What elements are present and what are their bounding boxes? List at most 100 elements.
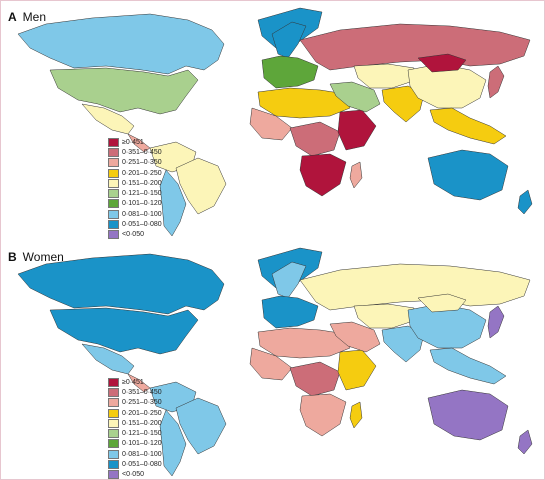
legend-item: 0·251–0·350: [108, 398, 178, 408]
legend-swatch: [108, 220, 119, 230]
world-map-men: [17, 7, 533, 237]
region-usa: [49, 307, 199, 355]
panel-men: A Men ≥0·451 0·351–0·450 0·251–0·350 0·201–0…: [8, 7, 533, 240]
region-central-america: [127, 373, 151, 393]
legend-swatch: [108, 470, 119, 480]
legend-item: 0·351–0·450: [108, 147, 178, 157]
region-new-zealand: [517, 429, 533, 455]
legend-label: 0·201–0·250: [122, 409, 162, 417]
legend-label: 0·051–0·080: [122, 461, 162, 469]
panel-label: Women: [22, 250, 64, 264]
legend-item: 0·051–0·080: [108, 459, 178, 470]
legend-item: 0·201–0·250: [108, 168, 178, 178]
legend-swatch: [108, 429, 119, 439]
legend-swatch: [108, 439, 119, 449]
legend-item: 0·081–0·100: [108, 209, 178, 219]
legend-swatch: [108, 418, 119, 428]
world-map-women: [17, 247, 533, 477]
region-middle-east: [329, 81, 381, 113]
region-europe-west: [261, 55, 319, 89]
region-west-africa: [249, 107, 293, 141]
region-southern-africa: [299, 393, 347, 437]
legend-item: 0·121–0·150: [108, 428, 178, 439]
legend-label: 0·251–0·350: [122, 399, 162, 407]
legend-swatch: [108, 230, 119, 240]
legend-label: ≥0·451: [122, 138, 144, 146]
panel-title: B Women: [8, 250, 64, 264]
region-mongolia: [417, 53, 467, 73]
legend-swatch: [108, 137, 119, 147]
legend-swatch: [108, 199, 119, 209]
region-madagascar: [349, 401, 363, 429]
legend-swatch: [108, 387, 119, 397]
legend-label: ≥0·451: [122, 378, 144, 386]
region-canada: [17, 13, 225, 75]
legend-label: 0·101–0·120: [122, 440, 162, 448]
legend-label: 0·121–0·150: [122, 190, 162, 198]
region-west-africa: [249, 347, 293, 381]
legend-swatch: [108, 460, 119, 470]
region-madagascar: [349, 161, 363, 189]
region-brazil: [175, 157, 227, 215]
legend-item: 0·101–0·120: [108, 199, 178, 209]
panel-label: Men: [22, 10, 47, 24]
region-japan: [487, 65, 505, 99]
legend-swatch: [108, 209, 119, 219]
panel-women: B Women ≥0·451 0·351–0·450 0·251–0·350 0·201…: [0, 240, 545, 480]
legend-label: 0·351–0·450: [122, 148, 162, 156]
region-usa: [49, 67, 199, 115]
region-central-africa: [289, 121, 341, 157]
legend-item: 0·051–0·080: [108, 219, 178, 230]
region-new-zealand: [517, 189, 533, 215]
legend-swatch: [108, 377, 119, 387]
region-mexico: [81, 343, 135, 375]
legend-item: 0·201–0·250: [108, 408, 178, 418]
region-central-america: [127, 133, 151, 153]
legend-label: 0·121–0·150: [122, 430, 162, 438]
legend-label: 0·081–0·100: [122, 210, 162, 218]
region-central-asia: [353, 303, 415, 329]
region-canada: [17, 253, 225, 315]
region-europe-west: [261, 295, 319, 329]
region-southeast-asia: [429, 107, 507, 145]
map-legend: ≥0·451 0·351–0·450 0·251–0·350 0·201–0·250 0…: [108, 137, 178, 240]
region-australia: [427, 389, 509, 441]
legend-item: 0·351–0·450: [108, 387, 178, 397]
legend-swatch: [108, 449, 119, 459]
legend-label: 0·351–0·450: [122, 388, 162, 396]
legend-label: 0·151–0·200: [122, 179, 162, 187]
legend-swatch: [108, 408, 119, 418]
region-russia: [299, 23, 531, 71]
legend-item: 0·151–0·200: [108, 178, 178, 188]
legend-label: 0·201–0·250: [122, 169, 162, 177]
legend-swatch: [108, 178, 119, 188]
region-southeast-asia: [429, 347, 507, 385]
legend-item: 0·251–0·350: [108, 158, 178, 168]
legend-label: 0·081–0·100: [122, 450, 162, 458]
legend-swatch: [108, 147, 119, 157]
legend-item: ≥0·451: [108, 377, 178, 387]
region-scandinavia: [271, 21, 307, 59]
panel-letter: A: [8, 10, 17, 24]
region-southern-africa: [299, 153, 347, 197]
region-east-africa: [337, 349, 377, 391]
legend-label: <0·050: [122, 231, 144, 239]
legend-swatch: [108, 398, 119, 408]
legend-label: 0·251–0·350: [122, 159, 162, 167]
legend-item: 0·151–0·200: [108, 418, 178, 428]
legend-item: 0·101–0·120: [108, 439, 178, 449]
legend-swatch: [108, 189, 119, 199]
region-mongolia: [417, 293, 467, 313]
region-east-africa: [337, 109, 377, 151]
region-southern-cone: [159, 169, 187, 237]
map-legend: ≥0·451 0·351–0·450 0·251–0·350 0·201–0·250 0…: [108, 377, 178, 480]
legend-swatch: [108, 158, 119, 168]
region-brazil: [175, 397, 227, 455]
legend-label: 0·151–0·200: [122, 419, 162, 427]
region-central-asia: [353, 63, 415, 89]
region-mexico: [81, 103, 135, 135]
legend-item: <0·050: [108, 470, 178, 480]
legend-item: <0·050: [108, 230, 178, 240]
region-middle-east: [329, 321, 381, 353]
region-australia: [427, 149, 509, 201]
